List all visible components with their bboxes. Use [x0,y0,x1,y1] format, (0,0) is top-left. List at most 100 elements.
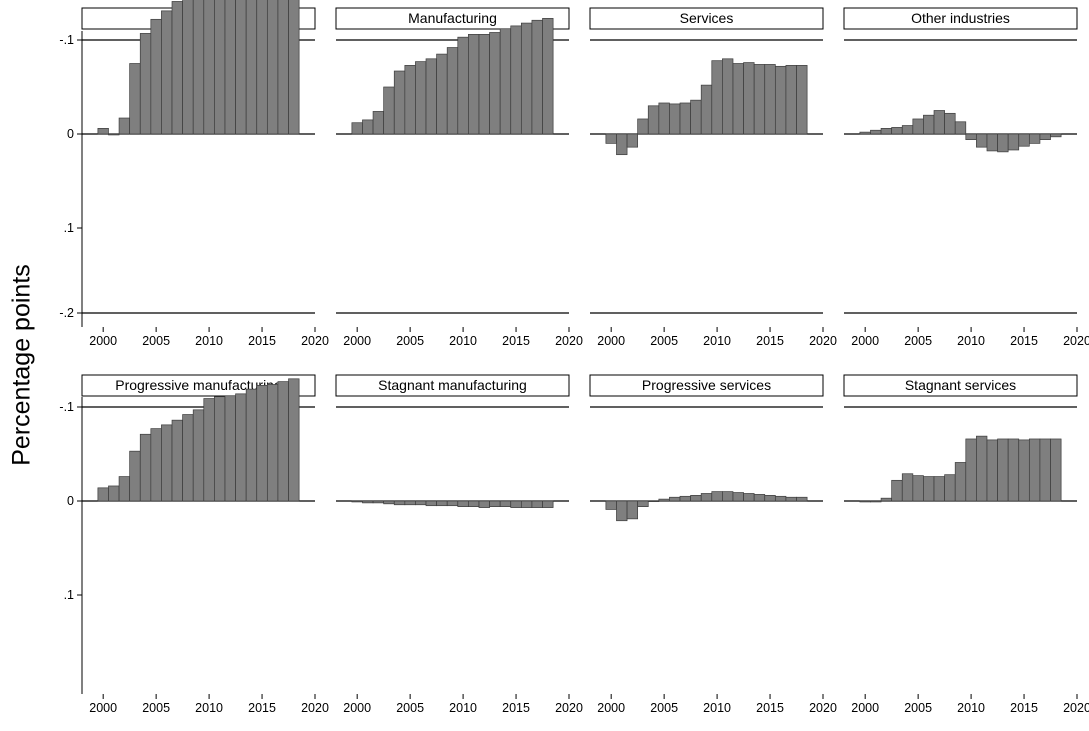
bar-2007 [425,58,437,135]
bar-2003 [129,450,141,502]
bar-2003 [383,86,395,135]
bar-2010 [965,133,977,140]
bar-2018 [1050,133,1062,138]
bar-2015 [256,385,268,502]
x-tick-label-2005: 2005 [396,334,424,348]
bar-2003 [129,63,141,135]
x-tick-label-2020: 2020 [1063,701,1089,715]
bar-2002 [372,500,385,504]
bar-2012 [224,0,236,135]
panel-title: Other industries [911,10,1010,26]
x-tick-label-2015: 2015 [756,334,784,348]
x-tick-label-2005: 2005 [904,334,932,348]
x-tick-label-2005: 2005 [904,701,932,715]
bar-2006 [415,500,427,506]
bar-2017 [785,496,797,502]
bar-2000 [605,133,617,144]
bar-2011 [468,34,480,135]
x-tick-label-2010: 2010 [703,701,731,715]
bar-2006 [923,114,935,135]
bar-2014 [245,0,258,135]
bar-2009 [954,121,967,135]
bar-2018 [288,0,300,135]
bar-2003 [383,500,395,505]
bar-2016 [266,0,279,135]
x-tick-label-2015: 2015 [1010,701,1038,715]
bar-2002 [118,476,131,502]
x-tick-label-2000: 2000 [89,701,117,715]
y-tick-label: -.1 [59,400,74,414]
bar-2004 [393,70,406,135]
bar-2009 [192,0,205,135]
x-tick-label-2015: 2015 [248,701,276,715]
bar-2017 [531,19,543,135]
bar-2011 [214,0,226,135]
bar-2011 [722,58,734,135]
x-tick-label-2010: 2010 [957,334,985,348]
bar-2009 [700,84,713,135]
x-tick-label-2005: 2005 [650,701,678,715]
panel-title: Manufacturing [408,10,497,26]
bar-2001 [362,500,374,504]
bar-2017 [531,500,543,508]
bar-2010 [457,36,469,135]
bar-2005 [912,475,924,502]
bar-2003 [891,479,903,502]
bar-2014 [1007,438,1020,502]
bar-2006 [161,424,173,502]
bar-2007 [933,110,945,135]
bar-2000 [605,500,617,510]
bar-2008 [436,500,448,507]
bar-2006 [161,10,173,135]
bar-2017 [1039,133,1051,140]
panel-title: Progressive manufacturing [115,377,282,393]
bar-2011 [722,491,734,502]
bar-2014 [499,500,512,507]
bar-2015 [510,500,522,508]
bar-2004 [901,125,914,135]
bar-2006 [923,476,935,502]
panel-title: Stagnant manufacturing [378,377,527,393]
bar-2000 [859,500,871,503]
bar-2010 [457,500,469,507]
bar-2015 [1018,133,1030,147]
bar-2001 [870,500,882,503]
bar-2014 [1007,133,1020,151]
x-tick-label-2010: 2010 [957,701,985,715]
bar-2007 [171,1,183,135]
bar-2004 [647,500,660,502]
bar-2010 [203,398,215,502]
bar-2006 [415,61,427,135]
x-tick-label-2020: 2020 [555,701,583,715]
x-tick-label-2015: 2015 [756,701,784,715]
y-tick-label: -.2 [59,306,74,320]
bar-2002 [626,500,639,520]
bar-2001 [108,133,120,136]
bar-2008 [690,495,702,502]
bar-2010 [711,60,723,135]
x-tick-label-2020: 2020 [555,334,583,348]
bar-2007 [679,495,691,502]
bar-2010 [203,0,215,135]
bar-2010 [965,438,977,502]
bar-2012 [732,63,744,135]
bar-2007 [679,102,691,135]
bar-2008 [436,53,448,135]
bar-2000 [351,122,363,135]
bar-2016 [774,495,787,502]
panel-stagnant-manufacturing: Stagnant manufacturing 2000 2005 2010 2015 20… [335,312,583,715]
x-tick-label-2020: 2020 [301,334,329,348]
bar-2001 [870,129,882,135]
bar-2017 [277,381,289,502]
bar-2002 [118,117,131,135]
bar-2016 [266,384,279,502]
bar-2013 [997,133,1009,153]
x-tick-label-2000: 2000 [89,334,117,348]
bar-2012 [224,395,236,502]
bar-2015 [764,495,776,502]
bar-2000 [97,487,109,502]
bar-2018 [796,65,808,135]
y-tick-label: .1 [64,221,74,235]
x-tick-label-2005: 2005 [650,334,678,348]
